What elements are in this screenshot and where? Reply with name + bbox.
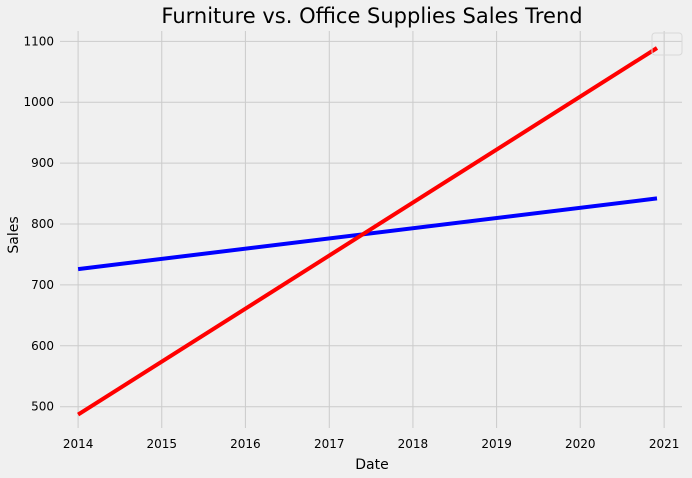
- y-tick-label: 800: [31, 217, 54, 231]
- x-tick-label: 2015: [146, 437, 177, 451]
- x-tick-label: 2017: [314, 437, 345, 451]
- chart-title: Furniture vs. Office Supplies Sales Tren…: [161, 4, 582, 28]
- series-lines: [77, 46, 659, 417]
- x-axis-label: Date: [355, 457, 388, 473]
- x-tick-label: 2020: [565, 437, 596, 451]
- y-tick-label: 900: [31, 156, 54, 170]
- y-tick-labels: 500 600 700 800 900 1000 1100: [23, 34, 54, 413]
- x-tick-label: 2021: [649, 437, 680, 451]
- y-tick-label: 600: [31, 339, 54, 353]
- y-tick-label: 500: [31, 400, 54, 414]
- x-tick-label: 2016: [230, 437, 261, 451]
- y-gridlines: [60, 40, 682, 408]
- series-line-blue: [77, 196, 658, 272]
- y-tick-label: 1100: [23, 34, 54, 48]
- y-tick-label: 700: [31, 278, 54, 292]
- legend-box: [651, 32, 683, 56]
- x-tick-label: 2019: [481, 437, 512, 451]
- series-line-red: [77, 46, 659, 417]
- x-tick-label: 2014: [63, 437, 94, 451]
- x-tick-label: 2018: [398, 437, 429, 451]
- y-axis-label: Sales: [6, 216, 22, 253]
- y-tick-label: 1000: [23, 95, 54, 109]
- x-tick-labels: 2014 2015 2016 2017 2018 2019 2020 2021: [63, 437, 680, 451]
